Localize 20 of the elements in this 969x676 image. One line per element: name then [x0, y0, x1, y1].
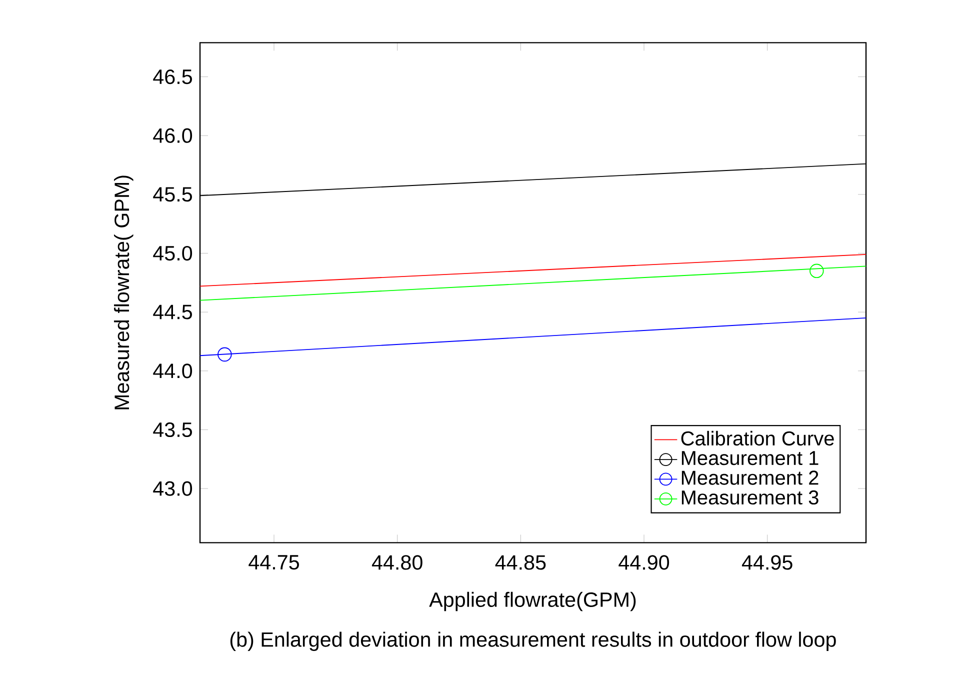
y-tick-label: 45.0: [153, 246, 192, 261]
y-tick-label: 46.5: [153, 69, 192, 84]
y-tick-label: 46.0: [153, 128, 192, 143]
legend-label: Measurement 2: [682, 470, 818, 485]
y-axis-title: Measured flowrate( GPM): [114, 176, 134, 410]
x-tick-label: 44.95: [742, 555, 792, 570]
y-tick-label: 44.0: [153, 364, 192, 378]
y-tick-label: 45.5: [153, 187, 192, 202]
x-axis-title: Applied flowrate(GPM): [429, 592, 636, 612]
text: (b) Enlarged deviation in measurement results in outdoor flow loop: [230, 632, 836, 651]
legend-label: Measurement 1: [682, 451, 818, 466]
y-tick-label: 43.5: [153, 422, 192, 438]
x-tick-label: 44.75: [248, 555, 299, 570]
legend-label: Calibration Curve: [681, 430, 834, 446]
x-tick-label: 44.90: [618, 555, 670, 570]
x-tick-label: 44.80: [372, 555, 422, 570]
y-tick-label: 44.5: [153, 304, 192, 320]
x-tick-label: 44.85: [495, 555, 546, 570]
y-tick-label: 43.0: [153, 481, 192, 496]
legend-label: Measurement 3: [682, 490, 818, 505]
